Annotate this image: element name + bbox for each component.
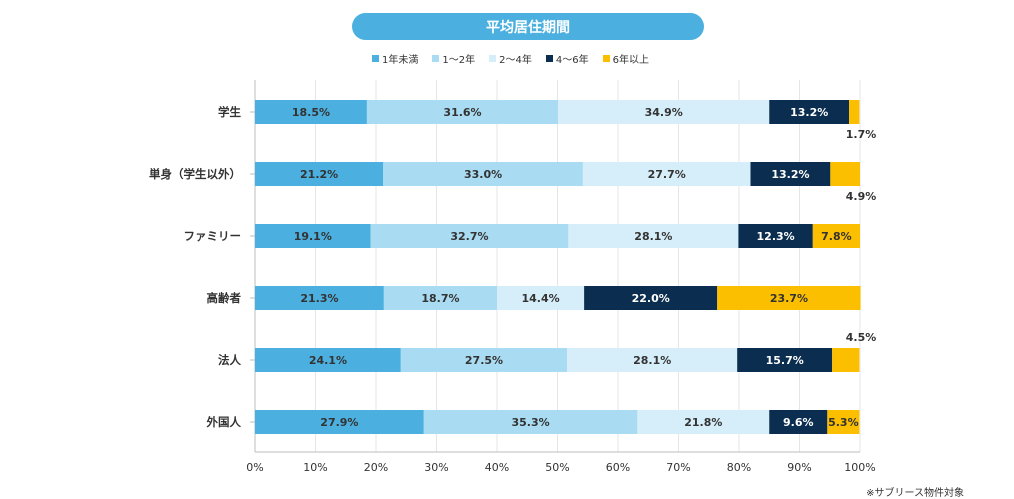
x-tick-label: 30%: [424, 461, 448, 474]
bar-segment: [400, 348, 568, 372]
bar-segment: [370, 224, 569, 248]
x-tick-label: 60%: [606, 461, 630, 474]
data-label: 31.6%: [443, 106, 481, 119]
footnote: ※サブリース物件対象: [866, 488, 964, 499]
bar-segment: [849, 100, 860, 124]
data-label: 7.8%: [821, 230, 852, 243]
bar-segment: [383, 286, 497, 310]
category-label: ファミリー: [184, 229, 242, 243]
bar-segment: [832, 348, 860, 372]
x-tick-label: 0%: [246, 461, 263, 474]
data-label: 13.2%: [790, 106, 828, 119]
bar-segment: [750, 162, 831, 186]
legend-label: 4〜6年: [555, 55, 589, 66]
x-tick-label: 20%: [364, 461, 388, 474]
data-label: 28.1%: [633, 354, 671, 367]
data-label: 14.4%: [521, 292, 559, 305]
category-label: 法人: [218, 353, 241, 367]
data-label: 23.7%: [770, 292, 808, 305]
data-label: 24.1%: [309, 354, 347, 367]
data-label: 4.5%: [846, 331, 877, 344]
x-tick-label: 80%: [727, 461, 751, 474]
legend-swatch: [372, 55, 379, 62]
bar-segment: [255, 100, 367, 124]
bar-segment: [827, 410, 860, 434]
legend-item: 1〜2年: [432, 51, 475, 66]
legend-swatch: [432, 55, 440, 62]
data-label: 21.8%: [684, 416, 722, 429]
bar-segment: [637, 410, 770, 434]
data-label: 32.7%: [450, 230, 488, 243]
legend-label: 1年未満: [382, 55, 419, 66]
data-label: 13.2%: [771, 168, 809, 181]
data-label: 35.3%: [511, 416, 549, 429]
bar-segment: [769, 410, 828, 434]
category-label: 単身（学生以外）: [149, 167, 241, 181]
data-label: 5.3%: [828, 416, 859, 429]
bar-segment: [738, 224, 813, 248]
bar-segment: [737, 348, 833, 372]
category-label: 外国人: [206, 415, 242, 429]
bar-segment: [255, 348, 401, 372]
category-label: 学生: [218, 105, 241, 119]
bar-segment: [717, 286, 861, 310]
bar-segment: [255, 286, 384, 310]
data-label: 12.3%: [757, 230, 795, 243]
bar-segment: [255, 162, 384, 186]
bar-segment: [567, 348, 738, 372]
legend-item: 1年未満: [372, 51, 418, 66]
data-label: 22.0%: [632, 292, 670, 305]
bar-segment: [497, 286, 585, 310]
data-label: 27.9%: [320, 416, 358, 429]
x-tick-label: 40%: [485, 461, 509, 474]
legend-swatch: [545, 55, 553, 62]
bar-segment: [366, 100, 559, 124]
bar-segment: [423, 410, 638, 434]
legend-swatch: [489, 55, 497, 62]
x-tick-label: 10%: [303, 461, 327, 474]
data-label: 18.5%: [292, 106, 330, 119]
category-label: 高齢者: [207, 291, 242, 305]
legend-item: 4〜6年: [545, 51, 589, 66]
legend-label: 2〜4年: [499, 55, 532, 66]
legend-item: 2〜4年: [489, 51, 532, 66]
data-label: 4.9%: [846, 190, 877, 203]
legend-item: 6年以上: [602, 51, 649, 66]
bar-segment: [769, 100, 850, 124]
x-tick-label: 100%: [844, 461, 875, 474]
data-label: 15.7%: [766, 354, 804, 367]
bar-segment: [383, 162, 583, 186]
x-tick-label: 50%: [545, 461, 569, 474]
bar-segment: [830, 162, 860, 186]
data-label: 21.2%: [300, 168, 338, 181]
data-label: 19.1%: [294, 230, 332, 243]
data-label: 28.1%: [634, 230, 672, 243]
bar-segment: [568, 224, 739, 248]
legend: 1年未満 1〜2年 2〜4年 4〜6年 6年以上: [372, 51, 649, 66]
data-label: 1.7%: [846, 128, 877, 141]
data-label: 33.0%: [464, 168, 502, 181]
data-label: 21.3%: [300, 292, 338, 305]
bar-segment: [558, 100, 770, 124]
data-label: 9.6%: [783, 416, 814, 429]
bar-segment: [255, 224, 371, 248]
bar-segment: [584, 286, 718, 310]
x-tick-label: 70%: [666, 461, 690, 474]
legend-label: 6年以上: [612, 55, 649, 66]
data-label: 27.7%: [648, 168, 686, 181]
chart-title: 平均居住期間: [352, 13, 704, 40]
bar-segment: [255, 410, 424, 434]
x-tick-label: 90%: [787, 461, 811, 474]
bar-segment: [582, 162, 751, 186]
data-label: 18.7%: [421, 292, 459, 305]
data-label: 27.5%: [465, 354, 503, 367]
data-label: 34.9%: [645, 106, 683, 119]
legend-label: 1〜2年: [442, 55, 476, 66]
bar-segment: [812, 224, 860, 248]
legend-swatch: [602, 55, 610, 62]
